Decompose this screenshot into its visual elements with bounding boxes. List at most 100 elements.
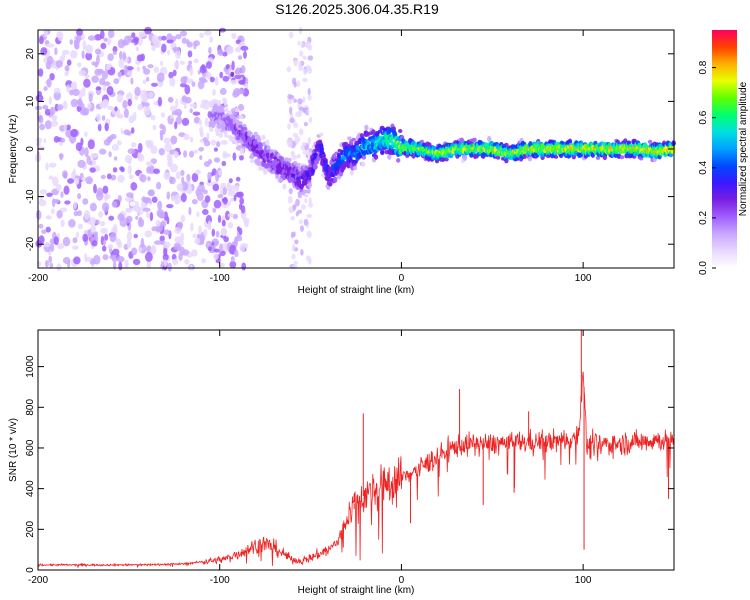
- heatmap-noise-cell: [36, 152, 41, 162]
- y-tick-label: 20: [25, 48, 36, 60]
- heatmap-noise-cell: [172, 69, 177, 77]
- heatmap-ridge-cell: [248, 131, 253, 136]
- x-tick-label: -100: [210, 575, 230, 586]
- heatmap-noise-cell: [133, 36, 139, 43]
- heatmap-noise-cell: [236, 191, 244, 198]
- heatmap-noise-cell: [238, 203, 243, 210]
- colorbar-tick-label: 0.0: [698, 261, 709, 275]
- heatmap-noise-cell: [235, 176, 241, 182]
- heatmap-ridge-cell: [419, 139, 424, 144]
- heatmap-noise-cell: [84, 210, 90, 220]
- heatmap-ridge-cell: [364, 124, 369, 131]
- heatmap-noise-cell: [307, 55, 314, 61]
- heatmap-noise-cell: [145, 252, 153, 262]
- heatmap-noise-cell: [103, 195, 108, 202]
- heatmap-noise-cell: [193, 116, 201, 124]
- heatmap-noise-cell: [232, 152, 237, 161]
- heatmap-ridge-cell: [249, 159, 255, 164]
- heatmap-noise-cell: [175, 34, 182, 40]
- heatmap-noise-cell: [175, 171, 181, 180]
- heatmap-ridge-cell: [474, 155, 479, 159]
- heatmap-noise-cell: [233, 194, 237, 202]
- heatmap-noise-cell: [174, 121, 178, 130]
- heatmap-noise-cell: [139, 174, 147, 183]
- heatmap-noise-cell: [234, 74, 242, 79]
- heatmap-noise-cell: [289, 106, 293, 115]
- heatmap-noise-cell: [49, 262, 54, 268]
- heatmap-noise-cell: [91, 61, 98, 66]
- heatmap-noise-cell: [50, 120, 59, 127]
- heatmap-noise-cell: [244, 83, 249, 89]
- heatmap-noise-cell: [77, 223, 83, 230]
- heatmap-noise-cell: [215, 230, 220, 238]
- heatmap-noise-cell: [111, 200, 118, 208]
- heatmap-noise-cell: [80, 109, 88, 116]
- heatmap-noise-cell: [73, 201, 77, 210]
- heatmap-noise-cell: [169, 77, 176, 87]
- heatmap-noise-cell: [150, 114, 156, 121]
- heatmap-noise-cell: [295, 211, 299, 217]
- heatmap-noise-cell: [180, 232, 185, 242]
- heatmap-noise-cell: [127, 165, 132, 175]
- heatmap-noise-cell: [293, 122, 299, 129]
- heatmap-noise-cell: [166, 191, 171, 200]
- heatmap-noise-cell: [234, 249, 239, 258]
- heatmap-noise-cell: [143, 102, 150, 107]
- y-tick-label: -10: [25, 189, 36, 204]
- heatmap-noise-cell: [296, 80, 301, 88]
- heatmap-noise-cell: [106, 86, 114, 96]
- heatmap-noise-cell: [221, 228, 227, 237]
- heatmap-noise-cell: [199, 155, 203, 161]
- heatmap-noise-cell: [290, 231, 294, 239]
- heatmap-noise-cell: [300, 249, 304, 256]
- heatmap-noise-cell: [127, 71, 133, 76]
- heatmap-noise-cell: [212, 183, 220, 192]
- heatmap-noise-cell: [194, 237, 201, 245]
- heatmap-noise-cell: [177, 112, 182, 118]
- heatmap-noise-cell: [102, 185, 109, 194]
- heatmap-noise-cell: [57, 31, 64, 42]
- heatmap-ridge-cell: [619, 155, 625, 160]
- heatmap-noise-cell: [174, 199, 179, 205]
- heatmap-noise-cell: [191, 172, 199, 183]
- heatmap-noise-cell: [213, 253, 219, 260]
- heatmap-noise-cell: [113, 223, 118, 234]
- heatmap-noise-cell: [37, 146, 46, 151]
- heatmap-noise-cell: [75, 142, 82, 152]
- heatmap-ridge-cell: [234, 107, 239, 113]
- heatmap-noise-cell: [44, 120, 52, 130]
- heatmap-noise-cell: [133, 111, 137, 122]
- heatmap-noise-cell: [138, 216, 143, 225]
- heatmap-noise-cell: [77, 62, 82, 68]
- heatmap-noise-cell: [38, 223, 44, 229]
- heatmap-noise-cell: [102, 202, 110, 212]
- heatmap-noise-cell: [104, 233, 109, 241]
- heatmap-noise-cell: [221, 219, 226, 227]
- heatmap-noise-cell: [97, 123, 102, 132]
- y-tick-label: 200: [25, 521, 36, 538]
- heatmap-noise-cell: [221, 242, 229, 253]
- heatmap-noise-cell: [52, 176, 59, 187]
- heatmap-noise-cell: [120, 167, 125, 173]
- heatmap-noise-cell: [101, 70, 108, 80]
- heatmap-noise-cell: [235, 67, 241, 76]
- heatmap-noise-cell: [55, 183, 62, 192]
- colorbar-ticks: 0.0 0.2 0.4 0.6 0.8: [698, 60, 716, 275]
- heatmap-noise-cell: [62, 100, 68, 110]
- heatmap-ridge-cell: [504, 142, 509, 147]
- heatmap-noise-cell: [67, 178, 75, 184]
- heatmap-noise-cell: [175, 116, 183, 125]
- heatmap-noise-cell: [55, 60, 63, 68]
- heatmap-noise-cell: [118, 261, 123, 271]
- heatmap-noise-cell: [42, 104, 49, 110]
- heatmap-noise-cell: [201, 64, 206, 71]
- heatmap-noise-cell: [66, 59, 72, 66]
- heatmap-noise-cell: [306, 64, 310, 72]
- heatmap-noise-cell: [144, 26, 152, 35]
- heatmap-noise-cell: [307, 94, 312, 101]
- x-tick-label: 100: [575, 575, 592, 586]
- heatmap-noise-cell: [150, 145, 158, 154]
- heatmap-noise-cell: [200, 103, 206, 109]
- heatmap-noise-cell: [61, 119, 70, 126]
- heatmap-noise-cell: [134, 86, 141, 97]
